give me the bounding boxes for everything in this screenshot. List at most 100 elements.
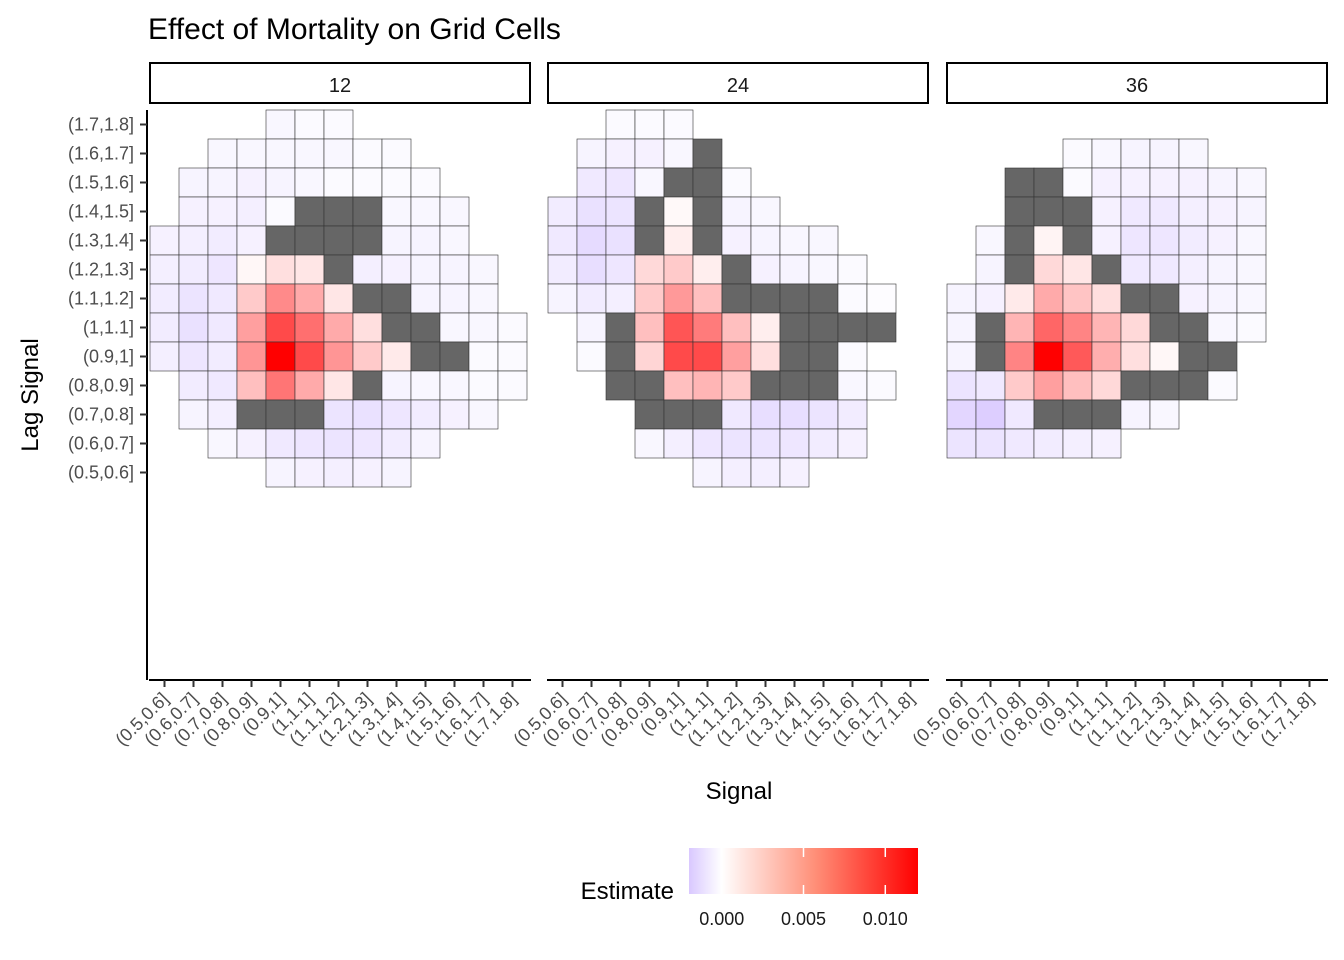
- y-tick-label: (1,1.1]: [83, 318, 134, 338]
- heatmap-cell: [410, 225, 441, 256]
- heatmap-cell: [1091, 312, 1122, 343]
- heatmap-cell: [381, 312, 412, 343]
- heatmap-cell: [1033, 167, 1064, 198]
- heatmap-cell: [381, 457, 412, 488]
- heatmap-cell: [779, 283, 810, 314]
- heatmap-cell: [323, 370, 354, 401]
- y-tick-label: (0.6,0.7]: [68, 434, 134, 454]
- heatmap-cell: [439, 370, 470, 401]
- heatmap-cell: [207, 254, 238, 285]
- heatmap-cell: [178, 167, 209, 198]
- heatmap-cell: [750, 399, 781, 430]
- heatmap-cell: [946, 283, 977, 314]
- heatmap-cell: [866, 312, 897, 343]
- heatmap-cell: [721, 283, 752, 314]
- heatmap-cell: [294, 283, 325, 314]
- heatmap-cell: [381, 138, 412, 169]
- heatmap-cell: [1004, 167, 1035, 198]
- heatmap-cell: [294, 370, 325, 401]
- heatmap-cell: [1033, 312, 1064, 343]
- heatmap-cell: [946, 341, 977, 372]
- y-tick-label: (0.9,1]: [83, 347, 134, 367]
- heatmap-cell: [808, 341, 839, 372]
- facet-strip: [547, 62, 929, 104]
- legend-tick-label: 0.005: [781, 909, 826, 929]
- heatmap-cell: [1091, 370, 1122, 401]
- heatmap-cell: [1091, 138, 1122, 169]
- legend-tick-label: 0.000: [699, 909, 744, 929]
- heatmap-cell: [1207, 254, 1238, 285]
- y-tick-label: (0.7,0.8]: [68, 405, 134, 425]
- heatmap-cell: [663, 341, 694, 372]
- heatmap-cell: [634, 283, 665, 314]
- heatmap-cell: [1062, 341, 1093, 372]
- heatmap-cell: [1033, 254, 1064, 285]
- facet-panels: 12(0.5,0.6](0.6,0.7](0.7,0.8](0.8,0.9](0…: [111, 62, 1328, 750]
- heatmap-cell: [294, 428, 325, 459]
- heatmap-cell: [1207, 341, 1238, 372]
- heatmap-cell: [207, 399, 238, 430]
- heatmap-cell: [576, 138, 607, 169]
- heatmap-cell: [265, 225, 296, 256]
- heatmap-cell: [323, 341, 354, 372]
- heatmap-cell: [808, 370, 839, 401]
- heatmap-cell: [410, 312, 441, 343]
- heatmap-cell: [1207, 225, 1238, 256]
- heatmap-cell: [779, 399, 810, 430]
- heatmap-cell: [605, 254, 636, 285]
- heatmap-cell: [576, 312, 607, 343]
- heatmap-cell: [634, 254, 665, 285]
- y-tick-label: (1.5,1.6]: [68, 173, 134, 193]
- heatmap-cell: [323, 167, 354, 198]
- heatmap-cell: [808, 428, 839, 459]
- heatmap-cell: [265, 399, 296, 430]
- heatmap-cell: [1091, 428, 1122, 459]
- heatmap-cell: [750, 225, 781, 256]
- heatmap-cell: [576, 254, 607, 285]
- heatmap-cell: [779, 370, 810, 401]
- heatmap-cell: [236, 399, 267, 430]
- heatmap-cell: [634, 225, 665, 256]
- heatmap-cell: [1062, 138, 1093, 169]
- heatmap-cell: [1149, 370, 1180, 401]
- heatmap-cell: [779, 457, 810, 488]
- y-tick-label: (1.4,1.5]: [68, 202, 134, 222]
- heatmap-cell: [323, 428, 354, 459]
- heatmap-cell: [779, 254, 810, 285]
- heatmap-cell: [381, 283, 412, 314]
- heatmap-cell: [468, 283, 499, 314]
- heatmap-cell: [294, 341, 325, 372]
- heatmap-cell: [692, 283, 723, 314]
- heatmap-cell: [265, 196, 296, 227]
- heatmap-cell: [1062, 283, 1093, 314]
- heatmap-cell: [721, 341, 752, 372]
- heatmap-cell: [721, 370, 752, 401]
- heatmap-cell: [1120, 167, 1151, 198]
- heatmap-cell: [149, 225, 180, 256]
- heatmap-cell: [149, 254, 180, 285]
- heatmap-cell: [1120, 312, 1151, 343]
- heatmap-cell: [692, 312, 723, 343]
- heatmap-cell: [605, 225, 636, 256]
- heatmap-cell: [605, 167, 636, 198]
- heatmap-cell: [663, 370, 694, 401]
- heatmap-cell: [692, 428, 723, 459]
- heatmap-cell: [837, 312, 868, 343]
- heatmap-cell: [236, 225, 267, 256]
- heatmap-cell: [410, 283, 441, 314]
- heatmap-cell: [1091, 341, 1122, 372]
- heatmap-cell: [634, 341, 665, 372]
- y-axis: (0.5,0.6] (0.6,0.7] (0.7,0.8] (0.8,0.9] (0.9…: [68, 110, 148, 680]
- heatmap-cell: [468, 341, 499, 372]
- heatmap-cell: [1091, 225, 1122, 256]
- heatmap-cell: [468, 312, 499, 343]
- heatmap-cell: [837, 399, 868, 430]
- heatmap-cell: [207, 167, 238, 198]
- heatmap-cell: [207, 428, 238, 459]
- heatmap-cell: [294, 457, 325, 488]
- heatmap-cell: [663, 254, 694, 285]
- heatmap-cell: [236, 283, 267, 314]
- heatmap-cell: [1091, 196, 1122, 227]
- facet-panel-12: 12(0.5,0.6](0.6,0.7](0.7,0.8](0.8,0.9](0…: [111, 62, 531, 750]
- heatmap-cell: [1062, 312, 1093, 343]
